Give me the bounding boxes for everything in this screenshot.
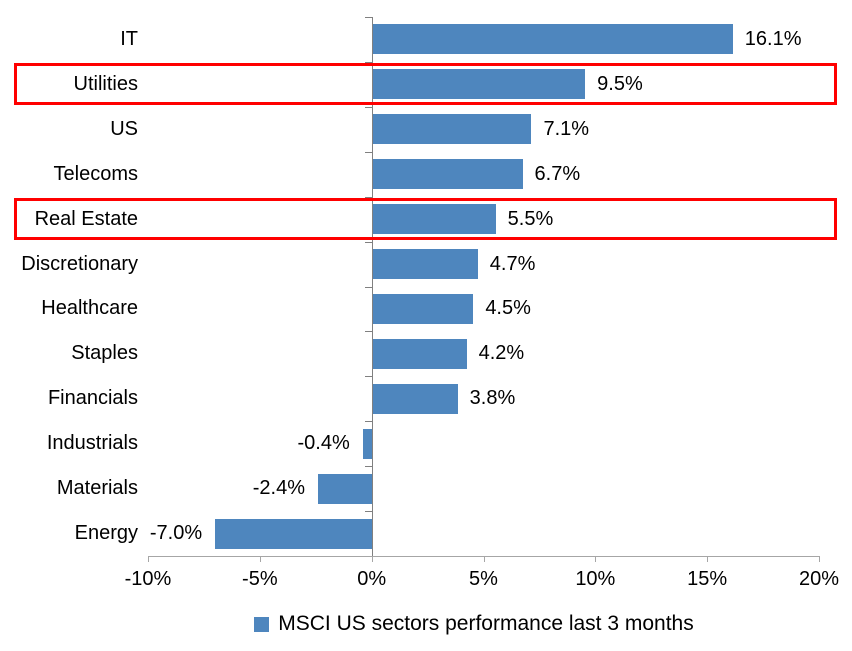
value-axis-tick [819, 556, 820, 562]
value-axis-tick [595, 556, 597, 562]
bar-healthcare [372, 293, 474, 324]
category-axis-tick [364, 196, 372, 198]
value-label-utilities: 9.5% [597, 72, 643, 95]
bar-financials [372, 383, 458, 414]
bar-utilities [372, 69, 586, 100]
bar-telecoms [372, 159, 523, 190]
bar-staples [372, 338, 467, 369]
category-label-industrials: Industrials [46, 432, 138, 455]
x-tick-label: 20% [798, 568, 840, 590]
value-label-discretionary: 4.7% [489, 252, 536, 275]
x-tick-label: 15% [687, 568, 728, 590]
value-label-healthcare: 4.5% [485, 297, 531, 320]
bar-real-estate [372, 204, 496, 235]
category-label-real-estate: Real Estate [34, 207, 138, 230]
value-axis-tick [483, 556, 485, 562]
bar-discretionary [372, 249, 478, 280]
value-label-staples: 4.2% [478, 342, 525, 365]
category-axis-tick [364, 376, 372, 378]
category-axis-tick [364, 61, 372, 63]
category-axis-tick [364, 241, 372, 243]
category-axis-tick [364, 151, 372, 153]
x-tick-label: 5% [469, 568, 498, 590]
category-label-utilities: Utilities [73, 72, 138, 95]
value-label-it: 16.1% [744, 27, 802, 50]
category-axis-tick [364, 466, 372, 468]
value-axis-tick [148, 556, 149, 562]
category-label-materials: Materials [56, 477, 138, 500]
value-label-financials: 3.8% [469, 387, 516, 410]
legend-marker-icon [254, 616, 270, 632]
category-axis-tick [364, 331, 372, 333]
bar-industrials [362, 428, 372, 459]
category-label-it: IT [120, 27, 138, 50]
bar-energy [215, 518, 372, 549]
x-tick-label: 0% [357, 568, 387, 590]
value-axis-tick [371, 556, 373, 562]
value-axis-tick [259, 556, 261, 562]
category-axis-tick [364, 286, 372, 288]
value-label-materials: -2.4% [252, 477, 305, 500]
legend-label: MSCI US sectors performance last 3 month… [278, 612, 694, 635]
bar-us [372, 114, 532, 145]
category-axis-line [371, 17, 373, 556]
value-label-telecoms: 6.7% [534, 162, 581, 185]
x-tick-label: -5% [242, 568, 278, 590]
legend-entry: MSCI US sectors performance last 3 month… [254, 612, 694, 636]
value-label-us: 7.1% [543, 117, 590, 140]
category-label-discretionary: Discretionary [21, 252, 138, 275]
x-tick-label: -10% [124, 568, 172, 590]
category-label-healthcare: Healthcare [41, 297, 138, 320]
legend: MSCI US sectors performance last 3 month… [0, 607, 852, 641]
value-label-energy: -7.0% [149, 522, 203, 545]
category-axis-tick [364, 511, 372, 513]
bar-it [372, 24, 733, 55]
category-axis-tick [364, 421, 372, 423]
bar-materials [317, 473, 372, 504]
category-axis-tick [364, 106, 372, 108]
category-label-financials: Financials [47, 387, 138, 410]
category-label-telecoms: Telecoms [53, 162, 138, 185]
category-label-us: US [110, 117, 138, 140]
x-tick-label: 10% [575, 568, 616, 590]
category-label-staples: Staples [71, 342, 138, 365]
category-label-energy: Energy [74, 522, 138, 545]
value-axis-tick [707, 556, 709, 562]
value-label-real-estate: 5.5% [507, 207, 554, 230]
category-axis-tick [364, 17, 372, 18]
value-label-industrials: -0.4% [297, 432, 350, 455]
